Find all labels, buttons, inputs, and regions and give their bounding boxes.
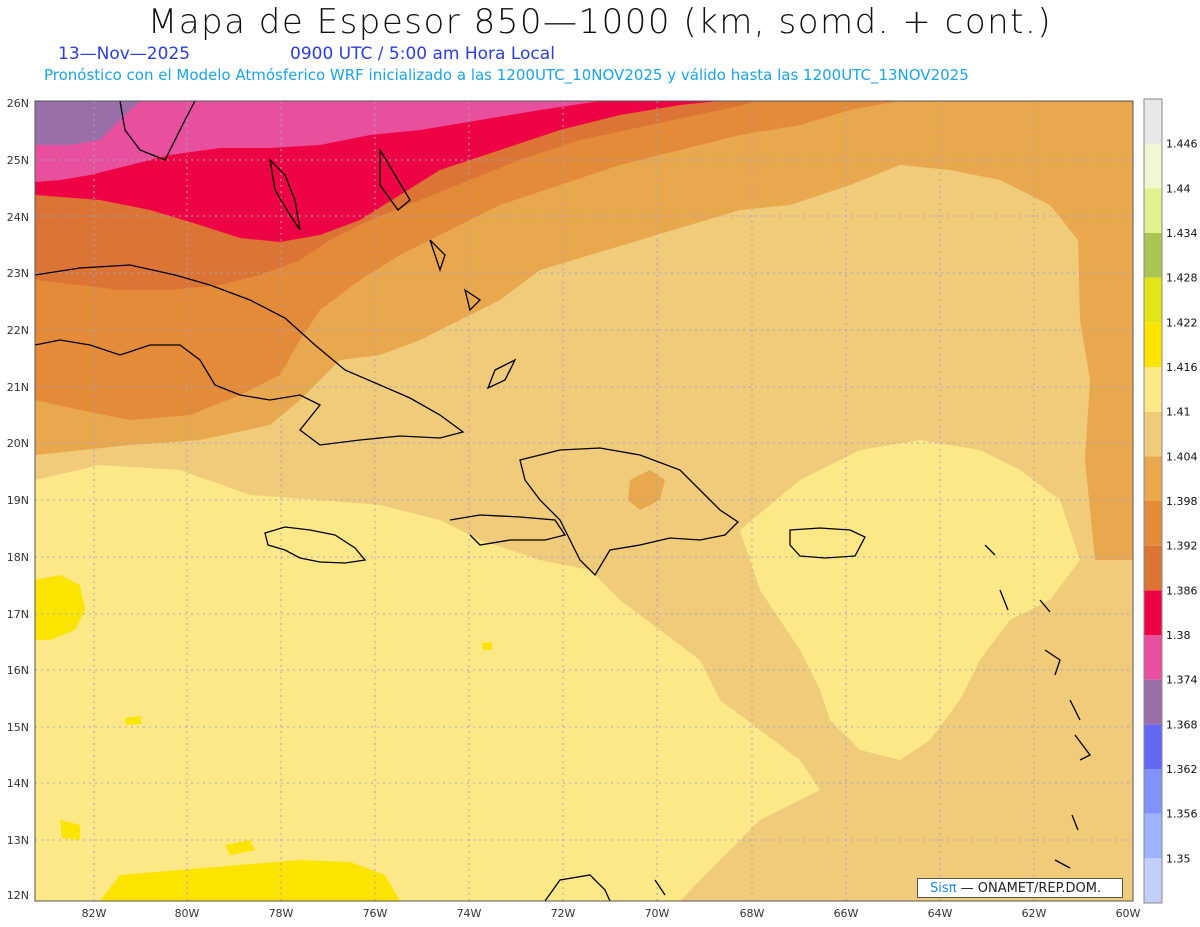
colorbar-label: 1.41 <box>1166 406 1191 419</box>
cuba-coast <box>35 264 465 446</box>
lon-label: 64W <box>928 907 953 920</box>
colorbar-label: 1.35 <box>1166 852 1191 865</box>
graticule <box>35 101 1133 901</box>
colorbar-label: 1.44 <box>1166 182 1191 195</box>
lat-label: 22N <box>7 324 29 337</box>
colorbar-swatch <box>1144 411 1162 457</box>
colorbar-swatch <box>1144 635 1162 680</box>
brand-logo: Sisπ <box>930 881 957 896</box>
bahamas-coast <box>269 147 517 390</box>
lat-label: 13N <box>7 834 29 847</box>
lon-label: 62W <box>1022 907 1047 920</box>
lon-label: 60W <box>1116 907 1141 920</box>
colorbar-label: 1.434 <box>1166 227 1198 240</box>
colorbar-swatch <box>1144 367 1162 412</box>
lat-label: 24N <box>7 211 29 224</box>
lat-label: 25N <box>7 154 29 167</box>
credit-box: Sisπ — ONAMET/REP.DOM. <box>917 878 1123 898</box>
band-1374 <box>35 101 600 182</box>
colorbar-swatch <box>1144 233 1162 278</box>
map-title: Mapa de Espesor 850—1000 (km, somd. + co… <box>147 2 1053 42</box>
colorbar-label: 1.398 <box>1166 495 1198 508</box>
colorbar-label: 1.404 <box>1166 450 1198 463</box>
south-coast <box>544 874 666 901</box>
lat-label: 15N <box>7 721 29 734</box>
colorbar-label: 1.362 <box>1166 763 1198 776</box>
colorbar-swatch <box>1144 813 1162 859</box>
lat-label: 17N <box>7 608 29 621</box>
forecast-date: 13—Nov—2025 <box>58 44 191 64</box>
lat-label: 19N <box>7 494 29 507</box>
shaded-field <box>35 101 1133 901</box>
forecast-time: 0900 UTC / 5:00 am Hora Local <box>290 44 555 64</box>
colorbar-swatch <box>1144 724 1162 769</box>
lat-label: 21N <box>7 381 29 394</box>
coastlines <box>35 101 1091 901</box>
patch-1416-south <box>100 860 400 901</box>
lat-label: 12N <box>7 889 29 902</box>
colorbar-label: 1.386 <box>1166 584 1198 597</box>
lon-label: 66W <box>834 907 859 920</box>
lat-label: 18N <box>7 551 29 564</box>
colorbar-label: 1.422 <box>1166 316 1198 329</box>
colorbar-label: 1.374 <box>1166 674 1198 687</box>
colorbar-swatch <box>1144 679 1162 725</box>
colorbar-swatch <box>1144 545 1162 591</box>
colorbar-swatch <box>1144 99 1162 144</box>
lon-label: 76W <box>363 907 388 920</box>
lon-label: 78W <box>269 907 294 920</box>
colorbar: 1.35 1.356 1.362 1.368 1.374 1.38 1.386 1.392 1.… <box>1143 98 1198 904</box>
lon-label: 68W <box>740 907 765 920</box>
florida-coast <box>119 101 196 161</box>
colorbar-swatch <box>1144 322 1162 367</box>
model-subtitle: Pronóstico con el Modelo Atmósferico WRF… <box>44 66 969 84</box>
colorbar-swatch <box>1144 143 1162 189</box>
colorbar-swatch <box>1144 501 1162 546</box>
lon-label: 72W <box>551 907 576 920</box>
lat-label: 14N <box>7 777 29 790</box>
colorbar-label: 1.368 <box>1166 718 1198 731</box>
lat-label: 26N <box>7 97 29 110</box>
colorbar-swatch <box>1144 277 1162 323</box>
colorbar-swatch <box>1144 590 1162 635</box>
jamaica-coast <box>264 526 367 564</box>
patch-1416-west <box>35 575 85 640</box>
colorbar-swatch <box>1144 456 1162 501</box>
lon-label: 70W <box>645 907 670 920</box>
colorbar-label: 1.428 <box>1166 272 1198 285</box>
lon-labels: 82W 80W 78W 76W 74W 72W 70W 68W 66W 64W … <box>82 907 1141 920</box>
colorbar-swatch <box>1144 188 1162 233</box>
colorbar-label: 1.38 <box>1166 629 1191 642</box>
colorbar-swatch <box>1144 769 1162 814</box>
lon-label: 82W <box>82 907 107 920</box>
colorbar-label: 1.416 <box>1166 361 1198 374</box>
puerto-rico-coast <box>789 527 866 559</box>
lesser-antilles-coast <box>984 544 1091 869</box>
lat-label: 16N <box>7 664 29 677</box>
lat-label: 20N <box>7 437 29 450</box>
hispaniola-coast <box>449 447 740 577</box>
band-1410-west <box>35 465 820 901</box>
lat-label: 23N <box>7 267 29 280</box>
colorbar-label: 1.356 <box>1166 808 1198 821</box>
colorbar-label: 1.446 <box>1166 138 1198 151</box>
lon-label: 80W <box>175 907 200 920</box>
colorbar-swatch <box>1144 858 1162 903</box>
band-1410-east <box>740 440 1080 760</box>
credit-text: — ONAMET/REP.DOM. <box>960 881 1102 896</box>
plot-frame <box>34 100 1134 902</box>
colorbar-label: 1.392 <box>1166 540 1198 553</box>
colorbar-frame <box>1143 98 1163 904</box>
band-1368 <box>35 101 140 145</box>
lat-labels: 26N 25N 24N 23N 22N 21N 20N 19N 18N 17N … <box>7 97 29 902</box>
lon-label: 74W <box>457 907 482 920</box>
